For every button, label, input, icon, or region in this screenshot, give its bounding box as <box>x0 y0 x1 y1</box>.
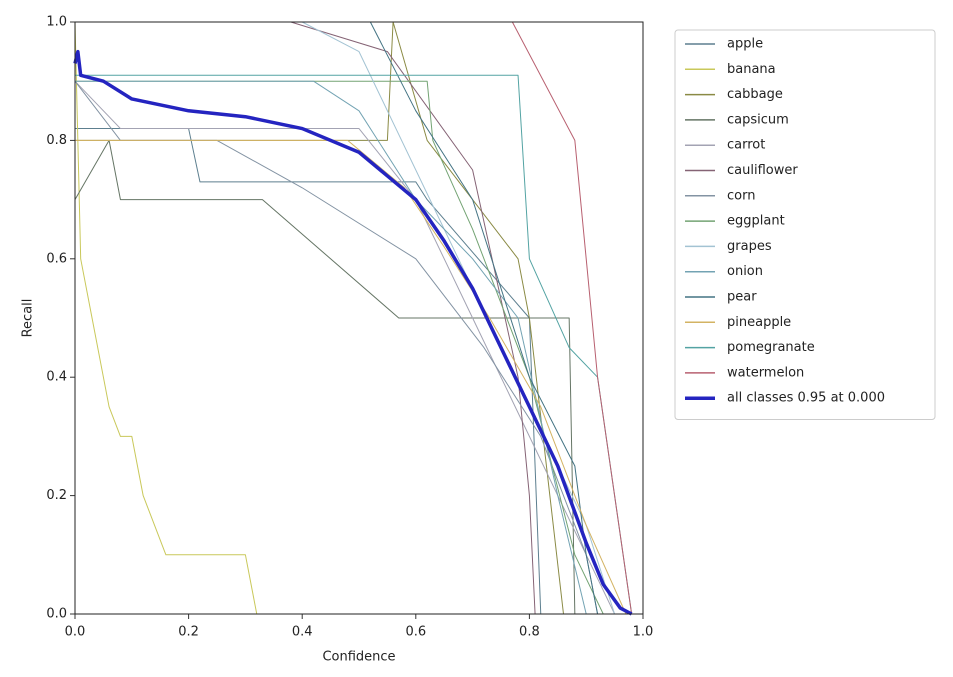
recall-curve <box>75 80 604 615</box>
x-tick-label: 0.8 <box>519 625 540 640</box>
legend-label: grapes <box>727 239 772 254</box>
y-tick-label: 0.4 <box>46 370 67 385</box>
y-tick-label: 0.8 <box>46 133 67 148</box>
y-axis-label: Recall <box>21 299 36 338</box>
legend-label: apple <box>727 37 763 52</box>
legend-label: watermelon <box>727 365 804 380</box>
legend-label: cabbage <box>727 87 783 102</box>
legend-label: carrot <box>727 138 765 153</box>
y-tick-label: 1.0 <box>46 15 67 30</box>
legend-label: banana <box>727 62 776 77</box>
y-tick-label: 0.2 <box>46 488 67 503</box>
x-tick-label: 0.0 <box>65 625 86 640</box>
x-tick-label: 0.4 <box>292 625 313 640</box>
legend <box>674 29 936 420</box>
legend-label: cauliflower <box>727 163 798 178</box>
recall-curve <box>73 49 633 616</box>
y-tick-label: 0.0 <box>46 607 67 622</box>
y-tick-label: 0.6 <box>46 251 67 266</box>
legend-label: capsicum <box>727 112 789 127</box>
legend-label: all classes 0.95 at 0.000 <box>727 391 885 406</box>
x-tick-label: 0.6 <box>405 625 426 640</box>
legend-label: corn <box>727 188 755 203</box>
recall-curve <box>74 80 616 615</box>
legend-label: pear <box>727 290 757 305</box>
legend-label: eggplant <box>727 214 785 229</box>
x-axis-label: Confidence <box>322 650 395 665</box>
recall-curve <box>75 139 627 615</box>
legend-label: pineapple <box>727 315 791 330</box>
x-tick-label: 0.2 <box>178 625 199 640</box>
recall-curve <box>75 80 587 615</box>
legend-label: onion <box>727 264 763 279</box>
legend-label: pomegranate <box>727 340 815 355</box>
x-tick-label: 1.0 <box>633 625 654 640</box>
plot-frame <box>74 21 644 615</box>
recall-curve <box>74 21 258 615</box>
